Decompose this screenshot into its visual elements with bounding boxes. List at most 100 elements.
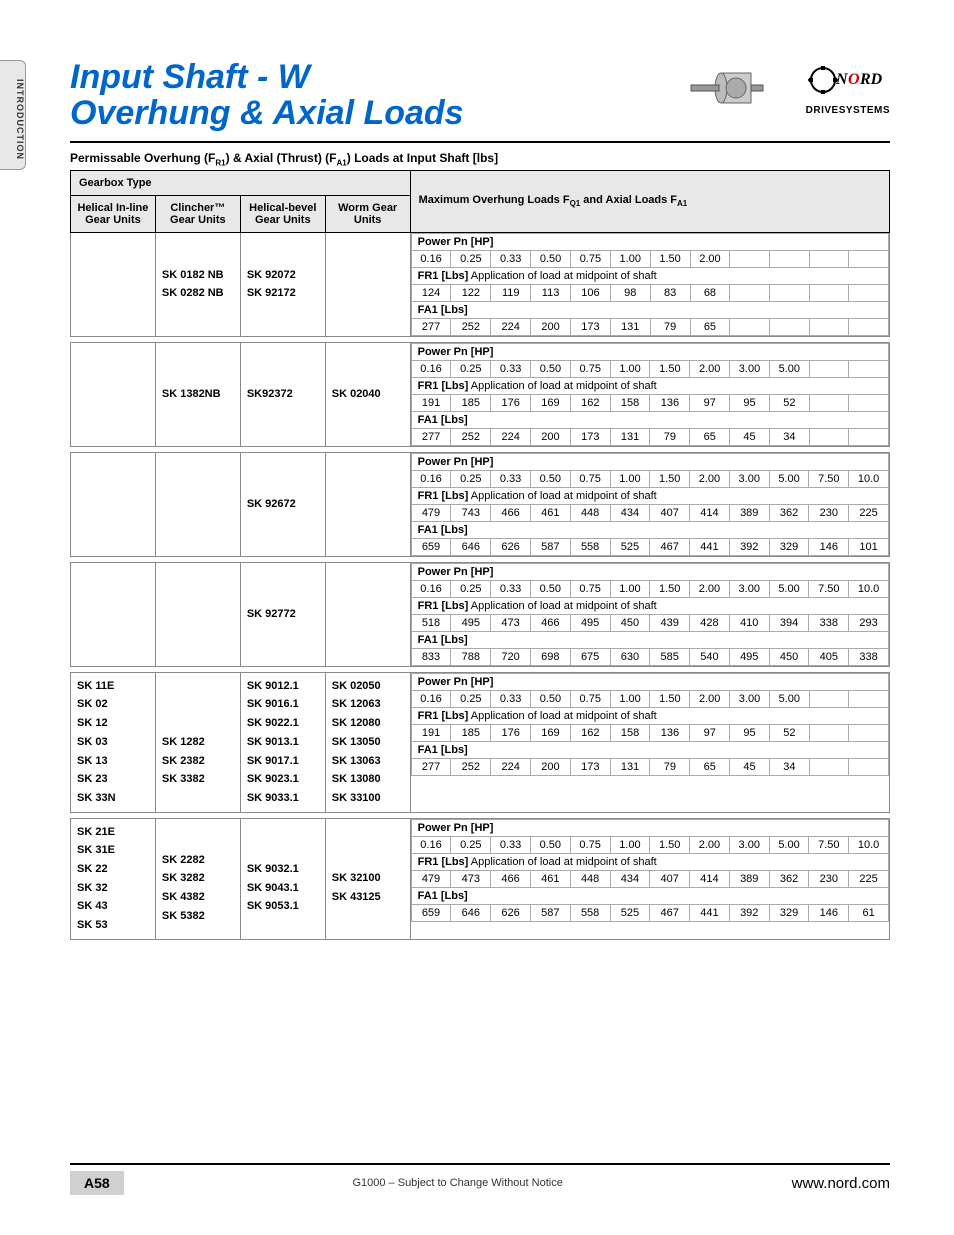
data-value: 79 [650,318,690,335]
data-value [849,360,889,377]
data-value: 97 [690,724,730,741]
data-value: 224 [491,428,531,445]
data-value: 10.0 [849,470,889,487]
row-label: FR1 [Lbs] Application of load at midpoin… [411,597,888,614]
data-value: 1.50 [650,360,690,377]
row-label: FA1 [Lbs] [411,521,888,538]
data-value [849,428,889,445]
data-value: 97 [690,394,730,411]
data-value: 0.33 [491,580,531,597]
data-value: 450 [769,648,809,665]
title-line-1: Input Shaft - W [70,60,686,96]
data-value: 646 [451,904,491,921]
data-value: 61 [849,904,889,921]
data-value: 659 [411,904,451,921]
data-value: 0.50 [530,580,570,597]
brand-logo: N O RD DRIVESYSTEMS [806,60,890,116]
data-value: 3.00 [730,690,770,707]
data-value: 1.00 [610,690,650,707]
data-value: 495 [451,614,491,631]
gearbox-cell [325,452,410,556]
data-value: 173 [570,318,610,335]
data-value: 410 [729,614,769,631]
side-tab: INTRODUCTION [0,60,26,170]
data-value: 0.25 [451,360,491,377]
data-value: 630 [610,648,650,665]
data-cell: Power Pn [HP]0.160.250.330.500.751.001.5… [410,232,889,336]
data-value: 185 [451,394,491,411]
data-cell: Power Pn [HP]0.160.250.330.500.751.001.5… [410,562,889,666]
data-value: 0.50 [531,690,571,707]
data-value: 200 [531,428,571,445]
data-value: 392 [729,904,769,921]
data-value: 0.50 [531,360,571,377]
row-label: Power Pn [HP] [411,343,888,360]
data-value: 122 [451,284,491,301]
data-value: 83 [650,284,690,301]
data-value: 176 [491,394,531,411]
gearbox-cell [71,342,156,446]
data-value [809,394,849,411]
data-value: 362 [769,870,809,887]
data-value: 124 [411,284,451,301]
row-label: FA1 [Lbs] [411,887,888,904]
data-value: 185 [451,724,491,741]
gearbox-cell: SK92372 [240,342,325,446]
data-value: 394 [769,614,809,631]
data-value: 224 [491,318,531,335]
data-value: 65 [690,318,730,335]
data-value: 0.75 [570,360,610,377]
data-value: 0.16 [411,470,451,487]
data-value: 200 [531,758,571,775]
data-value [849,758,889,775]
data-value: 540 [690,648,730,665]
data-value: 338 [849,648,889,665]
data-value: 0.25 [451,836,491,853]
data-value: 98 [610,284,650,301]
data-value [809,250,849,267]
data-value: 119 [491,284,531,301]
data-value: 0.75 [570,580,610,597]
data-value: 173 [570,428,610,445]
data-value: 252 [451,428,491,445]
data-value: 467 [650,538,690,555]
data-value: 65 [690,428,730,445]
data-value: 45 [730,758,770,775]
data-value: 131 [610,428,650,445]
gearbox-cell: SK 92072SK 92172 [240,232,325,336]
data-value: 7.50 [809,580,849,597]
page-number: A58 [70,1171,124,1195]
data-value: 1.00 [610,360,650,377]
gearbox-cell: SK 02050SK 12063SK 12080SK 13050SK 13063… [325,672,410,812]
data-value: 169 [531,724,571,741]
data-value: 52 [769,394,809,411]
row-label: FR1 [Lbs] Application of load at midpoin… [411,487,888,504]
table-caption: Permissable Overhung (FR1) & Axial (Thru… [70,151,890,167]
gearbox-cell [71,452,156,556]
data-value: 414 [690,504,730,521]
data-value: 473 [451,870,491,887]
data-value: 34 [769,428,809,445]
data-value: 329 [769,538,809,555]
data-value: 788 [451,648,491,665]
data-value: 626 [491,538,531,555]
data-value: 0.75 [570,470,610,487]
row-label: Power Pn [HP] [411,673,888,690]
data-value: 7.50 [809,836,849,853]
data-value: 407 [650,870,690,887]
data-value: 230 [809,870,849,887]
data-value: 1.00 [610,470,650,487]
data-value [849,724,889,741]
data-value [809,284,849,301]
row-label: FA1 [Lbs] [411,301,888,318]
data-value: 434 [610,504,650,521]
data-value: 169 [531,394,571,411]
header-icons: N O RD DRIVESYSTEMS [686,60,890,116]
data-value: 225 [849,504,889,521]
data-value: 173 [570,758,610,775]
row-label: FR1 [Lbs] Application of load at midpoin… [411,707,888,724]
table-row: SK 1382NBSK92372SK 02040Power Pn [HP]0.1… [71,342,890,446]
data-value: 158 [610,724,650,741]
data-value: 467 [650,904,690,921]
data-value: 720 [491,648,531,665]
